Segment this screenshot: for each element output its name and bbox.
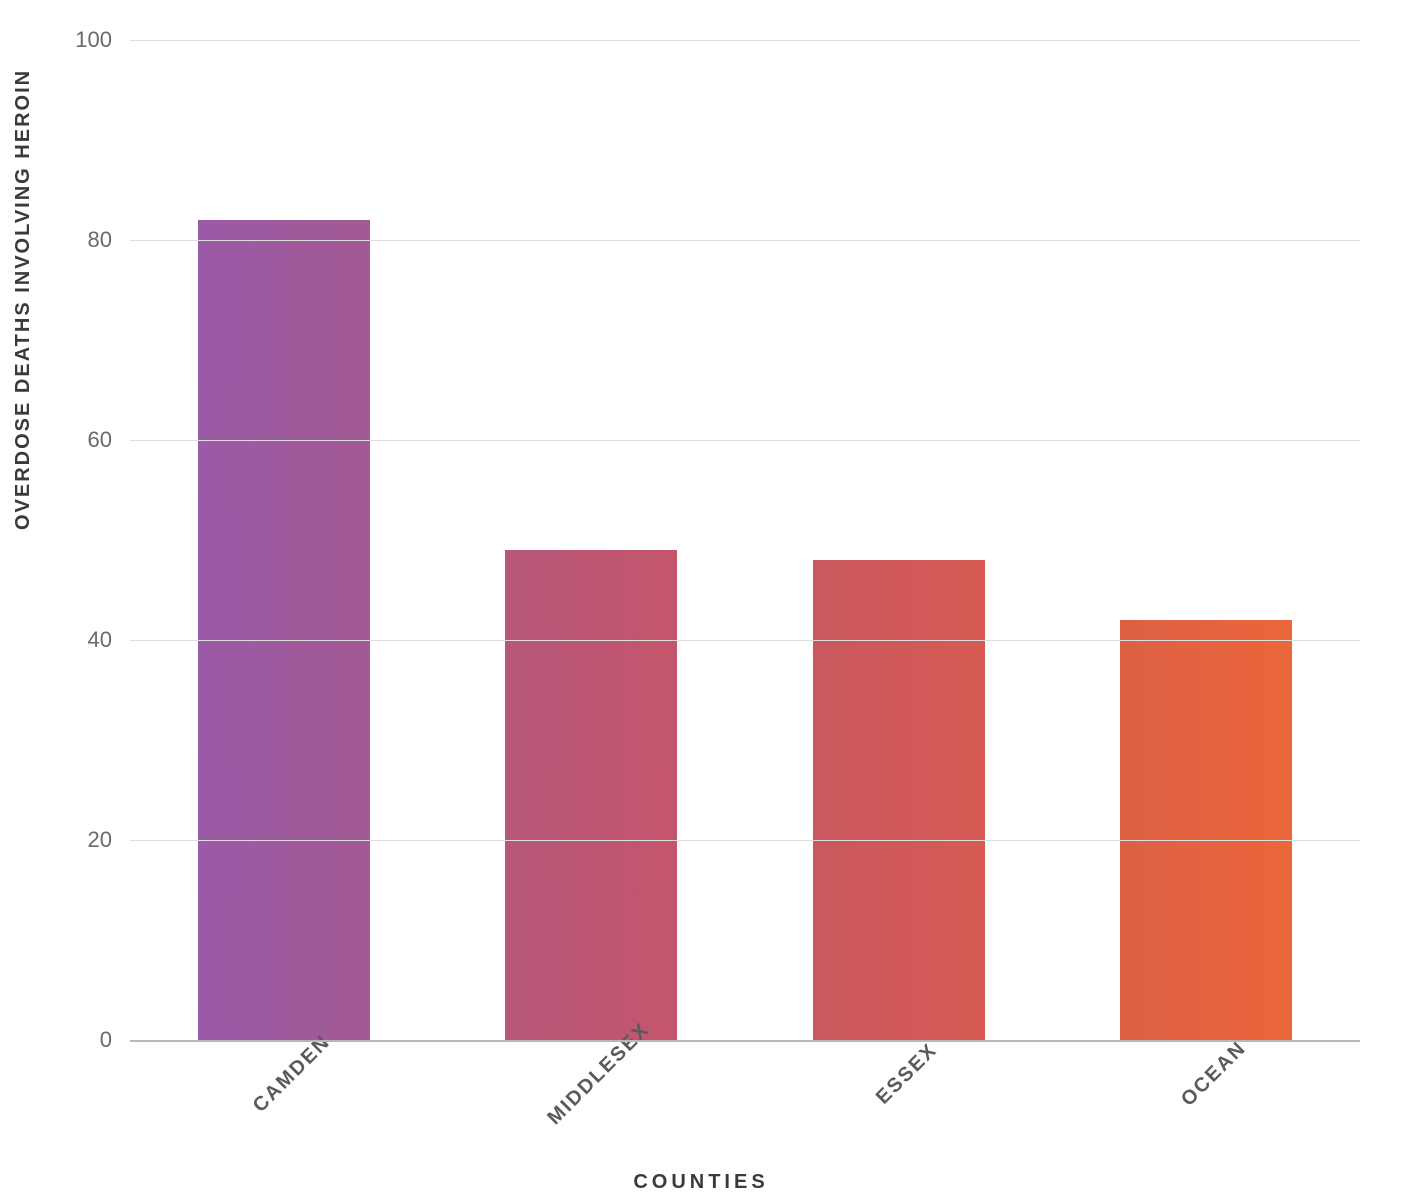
bar-middlesex [505,550,677,1040]
x-axis-title: COUNTIES [633,1171,768,1194]
bar-essex [813,560,985,1040]
bars-container: CAMDENMIDDLESEXESSEXOCEAN [130,40,1360,1040]
gridline [130,640,1360,641]
gridline [130,840,1360,841]
y-tick-label: 40 [88,627,112,653]
x-tick-label: OCEAN [1177,1037,1251,1111]
y-tick-label: 0 [100,1027,112,1053]
gridline [130,440,1360,441]
y-tick-label: 100 [75,27,112,53]
x-tick-label: ESSEX [872,1039,943,1110]
x-tick-label: CAMDEN [248,1031,335,1118]
bar-slot: MIDDLESEX [438,40,746,1040]
bar-slot: OCEAN [1053,40,1361,1040]
gridline [130,40,1360,41]
bar-ocean [1120,620,1292,1040]
gridline [130,1040,1360,1042]
gridline [130,240,1360,241]
y-tick-label: 60 [88,427,112,453]
y-tick-label: 20 [88,827,112,853]
bar-chart: OVERDOSE DEATHS INVOLVING HEROIN COUNTIE… [0,0,1402,1200]
bar-slot: ESSEX [745,40,1053,1040]
bar-camden [198,220,370,1040]
plot-area: CAMDENMIDDLESEXESSEXOCEAN 020406080100 [130,40,1360,1040]
y-tick-label: 80 [88,227,112,253]
y-axis-title: OVERDOSE DEATHS INVOLVING HEROIN [12,69,35,530]
bar-slot: CAMDEN [130,40,438,1040]
